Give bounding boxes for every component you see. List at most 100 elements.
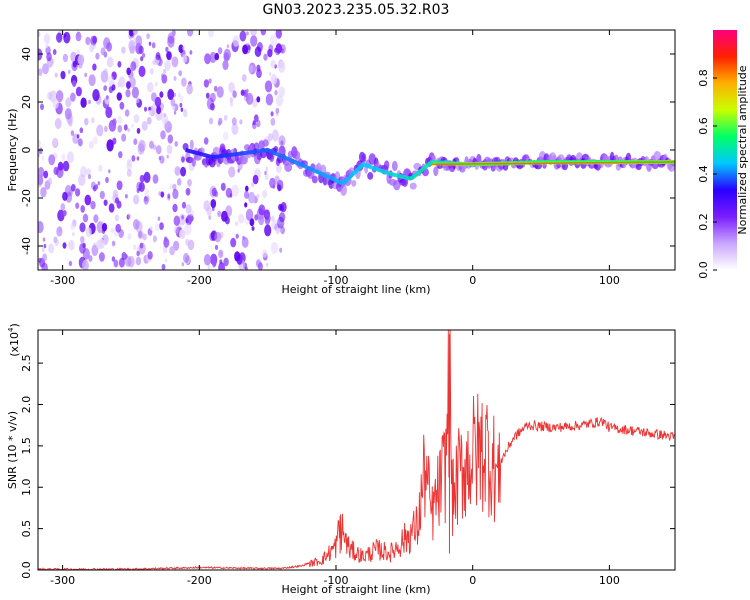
noise-blob	[138, 231, 143, 239]
noise-blob	[119, 101, 125, 110]
noise-blob	[106, 139, 114, 152]
noise-blob	[90, 200, 96, 210]
noise-blob	[88, 255, 93, 262]
noise-blob	[70, 222, 75, 231]
noise-blob	[269, 177, 276, 189]
noise-blob	[164, 121, 172, 133]
noise-blob	[52, 49, 57, 55]
noise-blob	[152, 235, 157, 243]
noise-blob	[242, 235, 245, 240]
noise-blob	[130, 61, 137, 71]
noise-blob	[181, 77, 187, 87]
noise-blob	[142, 233, 147, 241]
noise-blob	[89, 44, 95, 53]
trace-halo	[361, 153, 367, 163]
noise-blob	[56, 32, 63, 43]
noise-blob	[251, 181, 255, 187]
noise-blob	[174, 226, 179, 234]
noise-blob	[163, 236, 168, 242]
noise-blob	[62, 191, 68, 201]
noise-blob	[132, 37, 137, 43]
noise-blob	[217, 47, 223, 55]
noise-blob	[54, 117, 62, 130]
noise-blob	[111, 71, 117, 80]
noise-blob	[84, 194, 92, 206]
noise-blob	[112, 189, 118, 198]
noise-blob	[181, 262, 185, 267]
noise-blob	[75, 31, 82, 42]
noise-blob	[181, 215, 185, 220]
noise-blob	[155, 52, 161, 61]
noise-blob	[99, 190, 105, 200]
noise-blob	[269, 34, 278, 47]
noise-blob	[256, 96, 261, 103]
noise-blob	[133, 194, 140, 205]
noise-blob	[143, 196, 149, 205]
spectrogram-ytick-label: 0	[20, 147, 33, 154]
noise-blob	[206, 206, 212, 216]
noise-blob	[220, 182, 226, 191]
noise-blob	[229, 97, 234, 103]
noise-blob	[256, 120, 261, 128]
noise-blob	[96, 221, 105, 234]
noise-blob	[127, 233, 132, 240]
noise-blob	[102, 229, 105, 235]
noise-blob	[237, 168, 240, 173]
noise-blob	[270, 74, 278, 85]
noise-blob	[239, 119, 243, 125]
noise-blob	[275, 30, 282, 39]
noise-blob	[159, 91, 164, 98]
noise-blob	[75, 202, 80, 209]
noise-blob	[62, 242, 67, 249]
noise-blob	[250, 30, 257, 37]
noise-blob	[52, 137, 58, 147]
colorbar-tick-label: 0.2	[697, 213, 710, 231]
noise-blob	[267, 133, 273, 142]
noise-blob	[250, 35, 258, 47]
noise-blob	[132, 244, 137, 250]
noise-blob	[38, 174, 44, 186]
noise-blob	[98, 164, 103, 172]
noise-blob	[277, 216, 285, 229]
noise-blob	[133, 114, 140, 124]
noise-blob	[68, 240, 75, 251]
noise-blob	[214, 244, 219, 250]
noise-blob	[245, 208, 254, 221]
noise-blob	[185, 218, 189, 224]
noise-blob	[125, 194, 128, 199]
noise-blob	[155, 145, 162, 155]
noise-blob	[127, 128, 130, 133]
noise-blob	[204, 53, 211, 65]
noise-blob	[263, 53, 268, 61]
snr-xtick-label: -200	[187, 574, 212, 587]
spectrogram-xtick-label: -300	[50, 274, 75, 287]
noise-blob	[125, 89, 131, 98]
noise-blob	[180, 166, 187, 177]
noise-blob	[265, 214, 271, 223]
noise-blob	[62, 53, 68, 63]
noise-blob	[253, 114, 259, 122]
noise-blob	[264, 216, 271, 225]
noise-blob	[72, 61, 77, 68]
noise-blob	[268, 71, 272, 76]
noise-blob	[216, 86, 224, 98]
noise-blob	[88, 99, 91, 105]
noise-blob	[121, 252, 127, 261]
noise-blob	[235, 221, 239, 227]
noise-blob	[154, 81, 158, 87]
noise-blob	[56, 226, 63, 237]
noise-blob	[242, 74, 247, 82]
noise-blob	[262, 189, 268, 199]
noise-blob	[264, 173, 269, 181]
snr-xtick-label: -300	[50, 574, 75, 587]
noise-blob	[274, 175, 280, 185]
noise-blob	[114, 214, 119, 222]
noise-blob	[248, 64, 254, 74]
noise-blob	[41, 247, 45, 253]
noise-blob	[207, 264, 211, 270]
noise-blob	[166, 144, 173, 155]
noise-blob	[126, 159, 132, 167]
noise-blob	[135, 256, 142, 266]
noise-blob	[72, 232, 75, 237]
noise-blob	[115, 223, 121, 233]
